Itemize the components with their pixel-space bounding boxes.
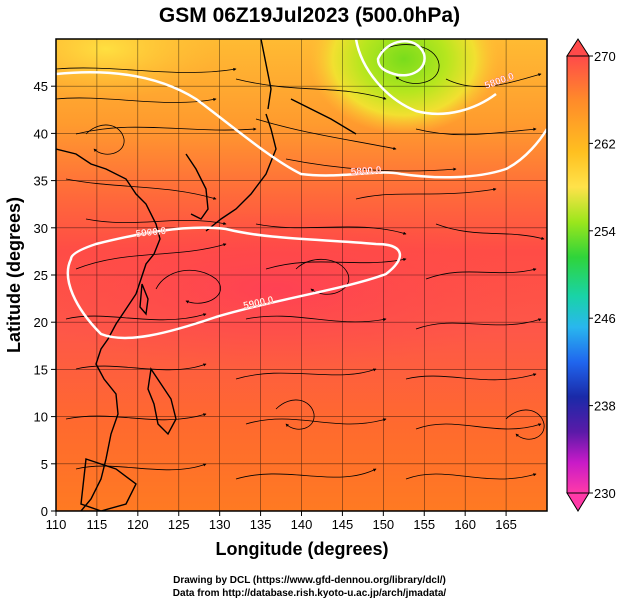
colorbar-tick-label: 246 — [594, 311, 616, 326]
x-tick-label: 135 — [250, 517, 272, 532]
y-tick-label: 5 — [41, 457, 48, 472]
coastline-asia — [56, 148, 161, 511]
coastline-philippines — [147, 367, 177, 436]
coastline-borneo — [80, 458, 137, 511]
y-tick-label: 30 — [34, 221, 48, 236]
credit-drawing: Drawing by DCL (https://www.gfd-dennou.o… — [173, 575, 446, 586]
colorbar-body — [566, 55, 590, 494]
coastline-taiwan — [139, 283, 149, 316]
colorbar-bottom-triangle — [566, 492, 590, 512]
coastline-kurils — [290, 98, 357, 135]
contour-5800-low — [354, 39, 497, 115]
coastline-sakhalin — [260, 39, 272, 110]
x-tick-label: 125 — [168, 517, 190, 532]
x-tick-label: 165 — [495, 517, 517, 532]
y-tick-label: 20 — [34, 315, 48, 330]
contour-label-5800-a: 5800.0 — [350, 165, 382, 178]
y-axis: 0 5 10 15 20 25 30 35 40 45 — [34, 79, 56, 519]
x-tick-label: 160 — [454, 517, 476, 532]
x-tick-label: 145 — [332, 517, 354, 532]
colorbar: 270 262 254 246 238 230 — [566, 38, 616, 512]
yellow-zone-nw — [56, 39, 216, 99]
y-axis-label: Latitude (degrees) — [4, 197, 24, 353]
colorbar-tick-label: 270 — [594, 49, 616, 64]
x-axis: 110 115 120 125 130 135 140 145 150 155 160 165 — [46, 511, 517, 532]
y-tick-label: 25 — [34, 268, 48, 283]
credit-data: Data from http://database.rish.kyoto-u.a… — [172, 588, 447, 599]
warm-core-south — [56, 209, 536, 369]
colorbar-tick-label: 238 — [594, 399, 616, 414]
y-tick-label: 45 — [34, 79, 48, 94]
x-tick-label: 110 — [46, 517, 67, 532]
coastline-korea — [185, 153, 209, 220]
contour-5900 — [66, 226, 402, 340]
y-tick-label: 40 — [34, 126, 48, 141]
colorbar-tick-label: 254 — [594, 224, 616, 239]
x-tick-label: 150 — [372, 517, 394, 532]
y-tick-label: 35 — [34, 174, 48, 189]
contour-low-center — [376, 40, 426, 77]
map-title: GSM 06Z19Jul2023 (500.0hPa) — [158, 4, 461, 27]
colorbar-tick-label: 230 — [594, 486, 616, 501]
coastline-japan — [205, 113, 277, 232]
x-tick-label: 130 — [209, 517, 231, 532]
contour-5800 — [56, 71, 547, 179]
x-tick-label: 120 — [127, 517, 149, 532]
height-contours — [56, 39, 547, 340]
contour-label-5900-a: 5900.0 — [135, 226, 167, 240]
colorbar-top-triangle — [566, 38, 590, 57]
y-tick-label: 0 — [41, 504, 48, 519]
colorbar-tick-label: 262 — [594, 136, 616, 151]
y-tick-label: 15 — [34, 362, 48, 377]
x-tick-label: 115 — [87, 517, 108, 532]
streamlines — [56, 44, 545, 480]
y-tick-label: 10 — [34, 410, 48, 425]
x-tick-label: 140 — [291, 517, 313, 532]
coastlines — [56, 39, 357, 511]
x-axis-label: Longitude (degrees) — [215, 539, 388, 559]
x-tick-label: 155 — [413, 517, 435, 532]
lat-lon-grid — [56, 39, 547, 511]
